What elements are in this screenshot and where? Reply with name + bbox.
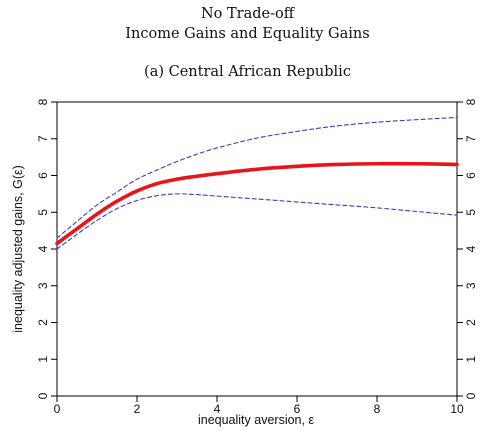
plot-frame xyxy=(56,101,458,397)
y-tick-label-right: 0 xyxy=(464,392,478,399)
y-tick-label-left: 3 xyxy=(36,282,50,289)
axes-layer: 0 2 4 6 8 100 01 12 23 34 45 56 67 78 8 xyxy=(36,98,478,416)
y-tick-label-right: 3 xyxy=(464,282,478,289)
y-tick-label-left: 7 xyxy=(36,135,50,142)
y-tick-label-left: 6 xyxy=(36,172,50,179)
y-tick-label-right: 6 xyxy=(464,172,478,179)
series-line-lower-band xyxy=(56,193,458,250)
y-tick-label-right: 2 xyxy=(464,319,478,326)
y-tick-label-left: 8 xyxy=(36,98,50,105)
y-tick-label-right: 7 xyxy=(464,135,478,142)
y-tick-label-left: 2 xyxy=(36,319,50,326)
series-line-upper-band xyxy=(56,116,458,239)
y-tick-label-right: 5 xyxy=(464,209,478,216)
x-axis-label: inequality aversion, ε xyxy=(198,413,314,427)
chart-title-line1: No Trade-off xyxy=(200,6,295,22)
y-tick-label-right: 4 xyxy=(464,245,478,252)
y-tick-label-left: 0 xyxy=(36,392,50,399)
x-tick-label: 0 xyxy=(54,402,61,416)
y-tick-label-left: 5 xyxy=(36,209,50,216)
y-tick-label-left: 1 xyxy=(36,356,50,363)
x-tick-label: 10 xyxy=(450,402,464,416)
y-axis-label: inequality adjusted gains, G(ε) xyxy=(11,165,25,332)
y-tick-label-right: 1 xyxy=(464,356,478,363)
x-tick-label: 4 xyxy=(214,402,221,416)
y-tick-label-left: 4 xyxy=(36,245,50,252)
chart-subtitle: (a) Central African Republic xyxy=(144,64,351,80)
x-tick-label: 8 xyxy=(374,402,381,416)
series-layer xyxy=(55,116,459,250)
y-tick-label-right: 8 xyxy=(464,98,478,105)
x-tick-label: 6 xyxy=(294,402,301,416)
x-tick-label: 2 xyxy=(134,402,141,416)
series-line-estimate xyxy=(55,161,459,246)
chart-title-line2: Income Gains and Equality Gains xyxy=(125,26,370,42)
